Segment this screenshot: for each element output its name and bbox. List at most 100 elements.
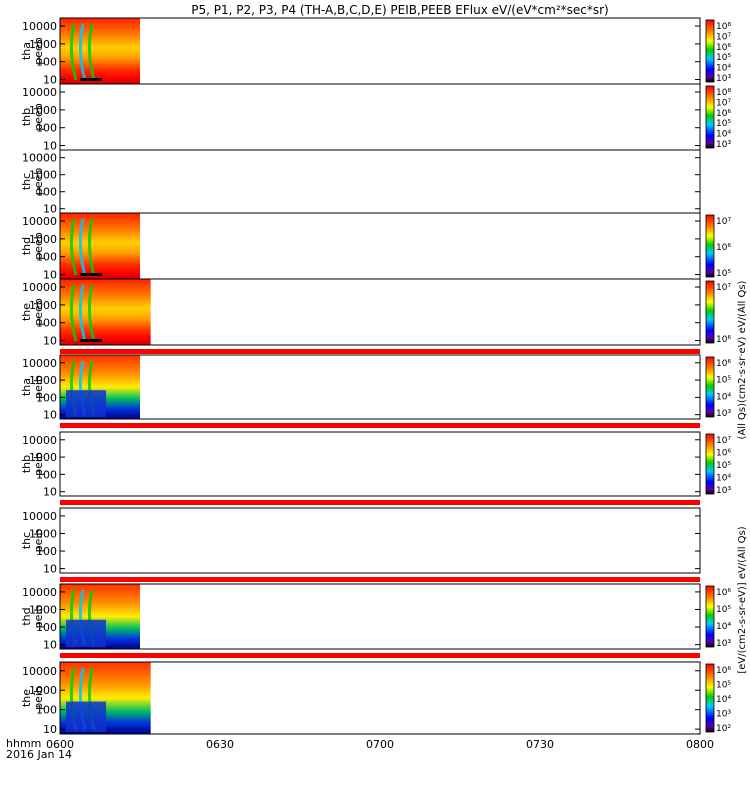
spectrogram-low-flux-region [66, 390, 106, 418]
panel-instrument-label: peib [32, 452, 45, 476]
colorbar [705, 663, 715, 733]
y-tick-label: 1000 [29, 38, 57, 51]
y-tick-label: 10 [43, 486, 57, 499]
y-tick-label: 10000 [22, 357, 57, 370]
panel-instrument-label: peeb [32, 232, 45, 260]
y-tick-label: 1000 [29, 233, 57, 246]
colorbar-tick-label: 10⁶ [716, 109, 731, 119]
panel-instrument-label: peeb [32, 103, 45, 131]
panel-probe-label: the [20, 689, 33, 707]
y-tick-label: 1000 [29, 104, 57, 117]
y-tick-label: 100 [36, 621, 57, 634]
y-tick-label: 10000 [22, 215, 57, 228]
colorbar-tick-label: 10⁶ [716, 43, 731, 53]
panel-instrument-label: peeb [32, 37, 45, 65]
y-tick-label: 100 [36, 704, 57, 717]
panel-probe-label: the [20, 303, 33, 321]
y-tick-label: 10 [43, 563, 57, 576]
y-tick-label: 100 [36, 317, 57, 330]
colorbar [705, 585, 715, 648]
panel-frame [59, 661, 701, 735]
y-tick-label: 100 [36, 468, 57, 481]
colorbar-tick-label: 10⁴ [716, 622, 731, 632]
figure-title: P5, P1, P2, P3, P4 (TH-A,B,C,D,E) PEIB,P… [191, 3, 608, 17]
colorbar [705, 214, 715, 278]
spectrogram-panel: 10 100 1000 10000 thb peib 10⁷ 10⁶ 10⁵ 10⁴ 10³ [20, 431, 731, 499]
y-tick-label: 100 [36, 545, 57, 558]
spectrogram-dropout [80, 339, 102, 342]
colorbar-tick-label: 10³ [716, 74, 731, 84]
time-axis-unit: hhmm [6, 737, 41, 750]
panel-separator-bar [60, 349, 700, 354]
panel-probe-label: thc [20, 532, 33, 549]
y-tick-label: 1000 [29, 603, 57, 616]
colorbar-side-label-lower: [eV/(cm2-s-sr-eV)] eV/(All Qs) [737, 526, 748, 673]
colorbar-tick-label: 10⁸ [716, 22, 731, 32]
colorbar-tick-label: 10⁵ [716, 376, 731, 386]
colorbar-tick-label: 10⁵ [716, 269, 731, 279]
colorbar-tick-label: 10⁴ [716, 64, 731, 74]
colorbar-tick-label: 10⁷ [716, 98, 731, 108]
spectrogram-low-flux-region [66, 619, 106, 648]
panel-frame [59, 354, 701, 420]
y-tick-label: 10 [43, 74, 57, 87]
panel-instrument-label: peeb [32, 298, 45, 326]
y-tick-label: 100 [36, 186, 57, 199]
y-tick-label: 10 [43, 140, 57, 153]
panel-frame [59, 583, 701, 650]
y-tick-label: 10 [43, 639, 57, 652]
spectrogram-panel: 10 100 1000 10000 thd peib 10⁶ 10⁵ 10⁴ 10³ [20, 583, 731, 652]
x-tick-label: 0600 [46, 738, 74, 751]
colorbar-tick-label: 10³ [716, 140, 731, 150]
y-tick-label: 10 [43, 203, 57, 216]
panel-probe-label: thd [20, 607, 33, 625]
y-tick-label: 100 [36, 122, 57, 135]
colorbar [705, 85, 715, 149]
spectrogram-dropout [80, 273, 102, 276]
panel-frame [59, 212, 701, 280]
spectrogram-low-flux-region [66, 701, 106, 732]
colorbar-tick-label: 10⁷ [716, 217, 731, 227]
spectrogram-panel: 10 100 1000 10000 thd peeb 10⁷ 10⁶ 10⁵ [20, 212, 731, 282]
y-tick-label: 1000 [29, 527, 57, 540]
panel-separator-bar [60, 500, 700, 505]
colorbar-tick-label: 10⁵ [716, 681, 731, 691]
y-tick-label: 10 [43, 269, 57, 282]
colorbar-tick-label: 10³ [716, 639, 731, 649]
spectrogram-panel: 10 100 1000 10000 thc peib [20, 507, 701, 576]
colorbar-tick-label: 10⁴ [716, 474, 731, 484]
panel-probe-label: thb [20, 455, 33, 473]
spectrogram-panel: 10 100 1000 10000 the peib 10⁶ 10⁵ 10⁴ 10³ 10² [20, 661, 731, 736]
colorbar-tick-label: 10⁶ [716, 588, 731, 598]
y-tick-label: 10 [43, 335, 57, 348]
panel-probe-label: tha [20, 42, 33, 60]
colorbar-tick-label: 10⁶ [716, 335, 731, 345]
spectrogram-feature [87, 284, 96, 342]
colorbar-tick-label: 10⁶ [716, 449, 731, 459]
x-tick-label: 0700 [366, 738, 394, 751]
panel-probe-label: thd [20, 237, 33, 255]
colorbar-tick-label: 10⁴ [716, 392, 731, 402]
spectrogram-panel: 10 100 1000 10000 thc peeb [20, 149, 701, 216]
y-tick-label: 10000 [22, 86, 57, 99]
y-tick-label: 1000 [29, 299, 57, 312]
spectrogram-feature [78, 23, 87, 81]
panel-frame [59, 149, 701, 214]
colorbar-tick-label: 10³ [716, 710, 731, 720]
spectrogram-feature [69, 284, 78, 342]
spectrogram-feature [87, 23, 96, 81]
spectrogram-feature [78, 218, 87, 276]
y-tick-label: 1000 [29, 451, 57, 464]
y-tick-label: 10000 [22, 434, 57, 447]
x-tick-label: 0630 [206, 738, 234, 751]
panel-instrument-label: peib [32, 686, 45, 710]
panel-instrument-label: peib [32, 529, 45, 553]
spectrogram-feature [69, 218, 78, 276]
panel-frame [59, 17, 701, 85]
y-tick-label: 10000 [22, 20, 57, 33]
panel-frame [59, 431, 701, 497]
colorbar-tick-label: 10⁶ [716, 359, 731, 369]
panel-probe-label: tha [20, 378, 33, 396]
colorbar-tick-label: 10² [716, 724, 731, 734]
